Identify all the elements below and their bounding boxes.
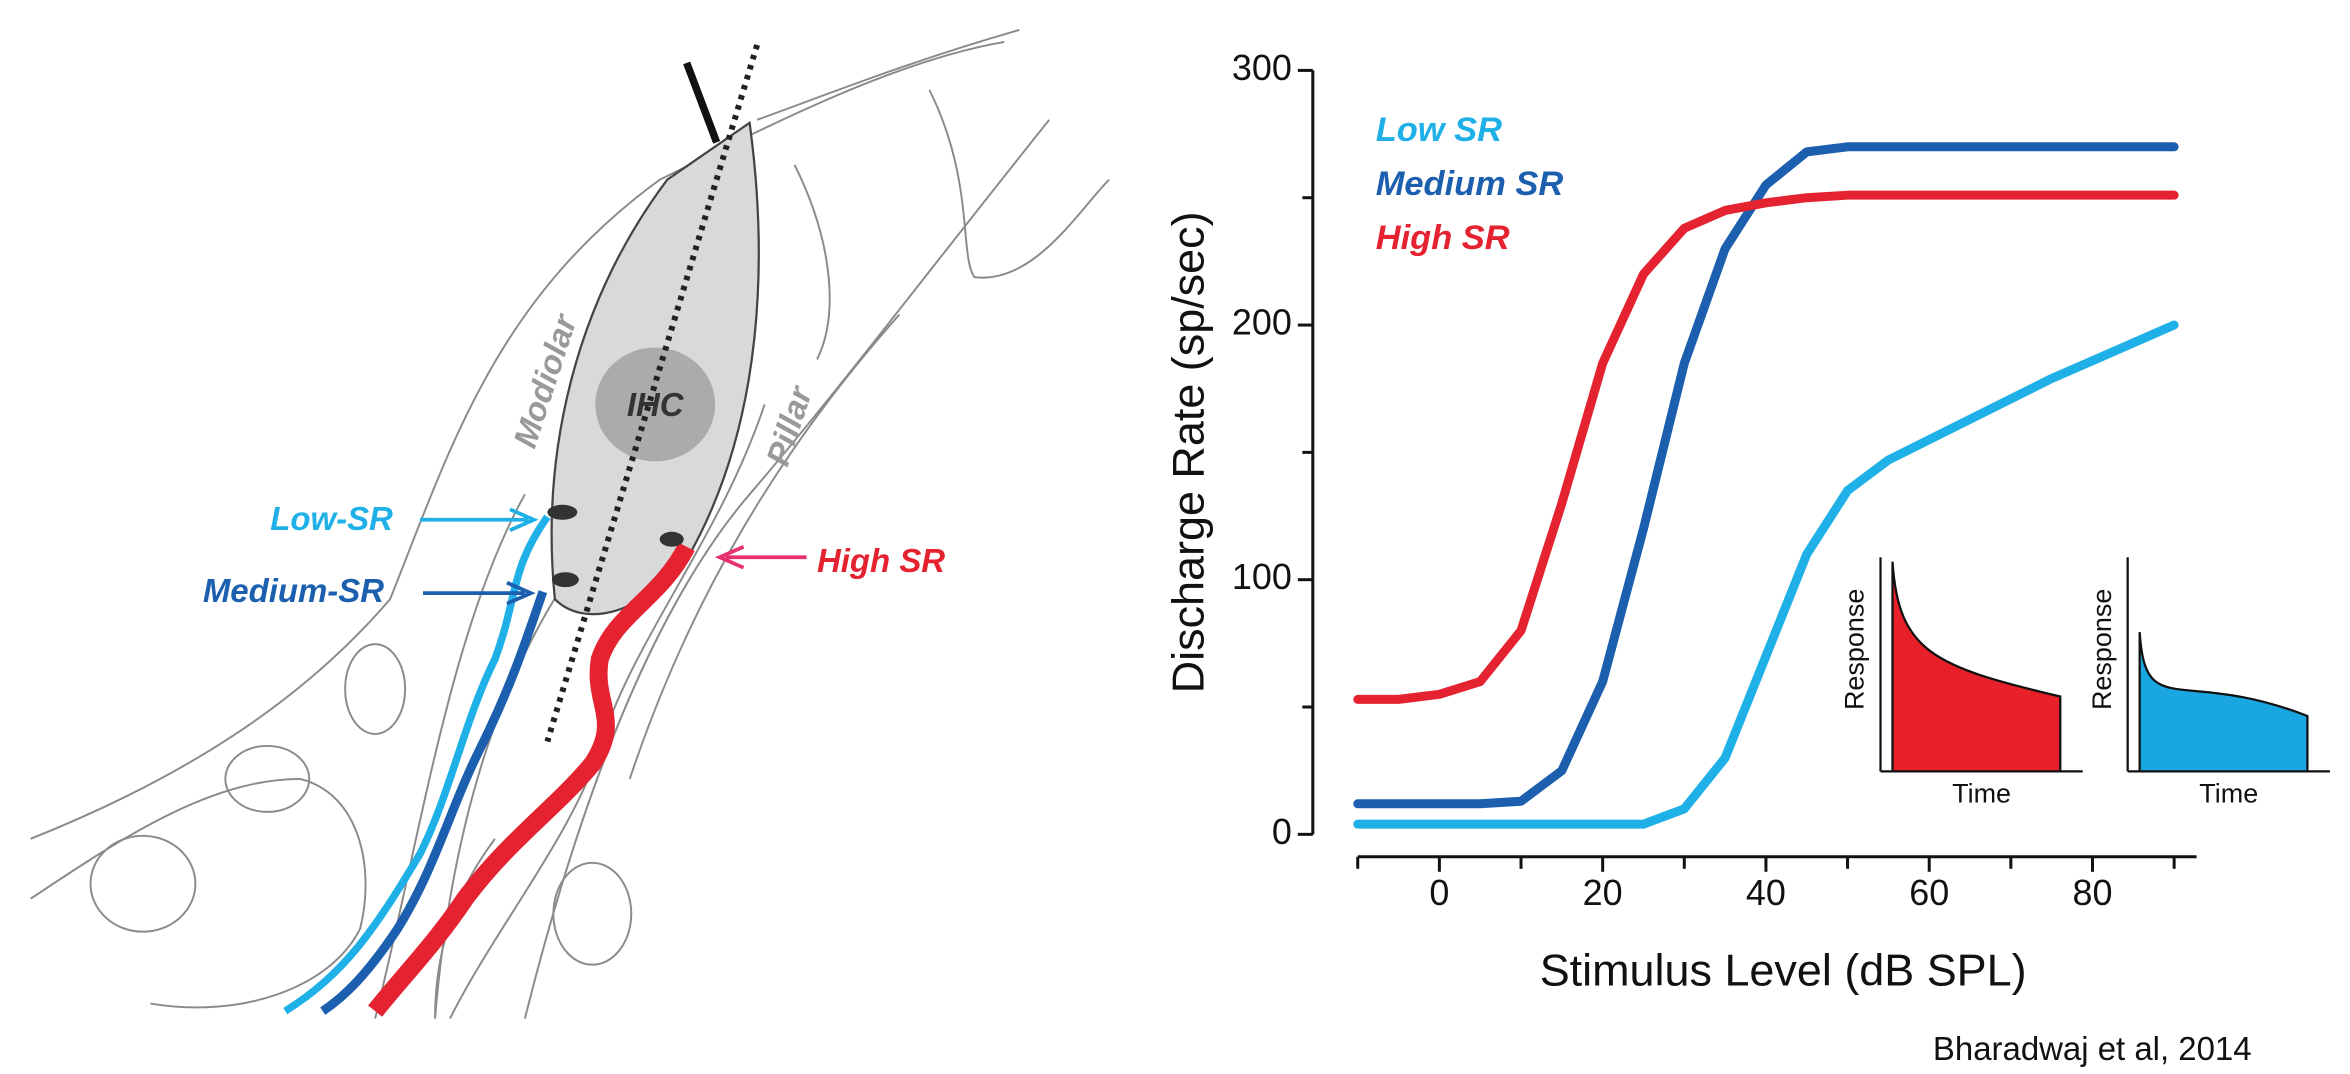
arrow — [423, 583, 531, 604]
arrow — [420, 509, 534, 530]
cell-outline — [31, 779, 366, 1008]
inset-response — [2140, 632, 2308, 771]
synapse — [660, 532, 684, 547]
inset-x-label: Time — [2199, 779, 2258, 809]
x-tick-label: 0 — [1429, 872, 1449, 913]
x-axis-title: Stimulus Level (dB SPL) — [1540, 945, 2027, 996]
y-tick-label: 100 — [1232, 556, 1292, 597]
outline — [375, 494, 525, 1018]
outline — [929, 90, 1109, 278]
y-tick-label: 0 — [1272, 811, 1292, 852]
legend-entry: Low SR — [1376, 111, 1502, 149]
low-sr-label: Low-SR — [270, 500, 393, 537]
y-axis-title: Discharge Rate (sp/sec) — [1162, 211, 1213, 693]
x-tick-label: 80 — [2072, 872, 2112, 913]
cell-nucleus — [345, 644, 405, 734]
stereocilia — [687, 63, 717, 142]
ihc-label: IHC — [627, 386, 685, 423]
legend-entry: Medium SR — [1376, 165, 1564, 203]
medium-sr-label: Medium-SR — [203, 572, 384, 609]
y-tick-label: 300 — [1232, 47, 1292, 88]
x-tick-label: 40 — [1746, 872, 1786, 913]
cell-nucleus — [91, 836, 196, 932]
arrow — [720, 547, 807, 568]
cell-nucleus — [553, 863, 631, 965]
inset-y-label: Response — [1840, 589, 1870, 710]
outline — [795, 165, 830, 360]
y-tick-label: 200 — [1232, 302, 1292, 343]
inset-response — [1892, 562, 2060, 772]
inset-y-label: Response — [2087, 589, 2117, 710]
x-tick-label: 20 — [1583, 872, 1623, 913]
legend-entry: High SR — [1376, 219, 1510, 257]
cochlea-diagram: IHC Modiolar Pillar Low-SR Medium-SR Hig… — [31, 30, 1109, 1019]
figure: IHC Modiolar Pillar Low-SR Medium-SR Hig… — [0, 0, 2350, 1074]
x-tick-label: 60 — [1909, 872, 1949, 913]
series-line — [1358, 195, 2174, 699]
synapse — [552, 572, 579, 587]
synapse — [547, 505, 577, 520]
high-sr-label: High SR — [817, 542, 945, 579]
citation: Bharadwaj et al, 2014 — [1933, 1030, 2252, 1067]
inset-x-label: Time — [1952, 779, 2011, 809]
line-chart: Discharge Rate (sp/sec) Stimulus Level (… — [1162, 47, 2330, 996]
